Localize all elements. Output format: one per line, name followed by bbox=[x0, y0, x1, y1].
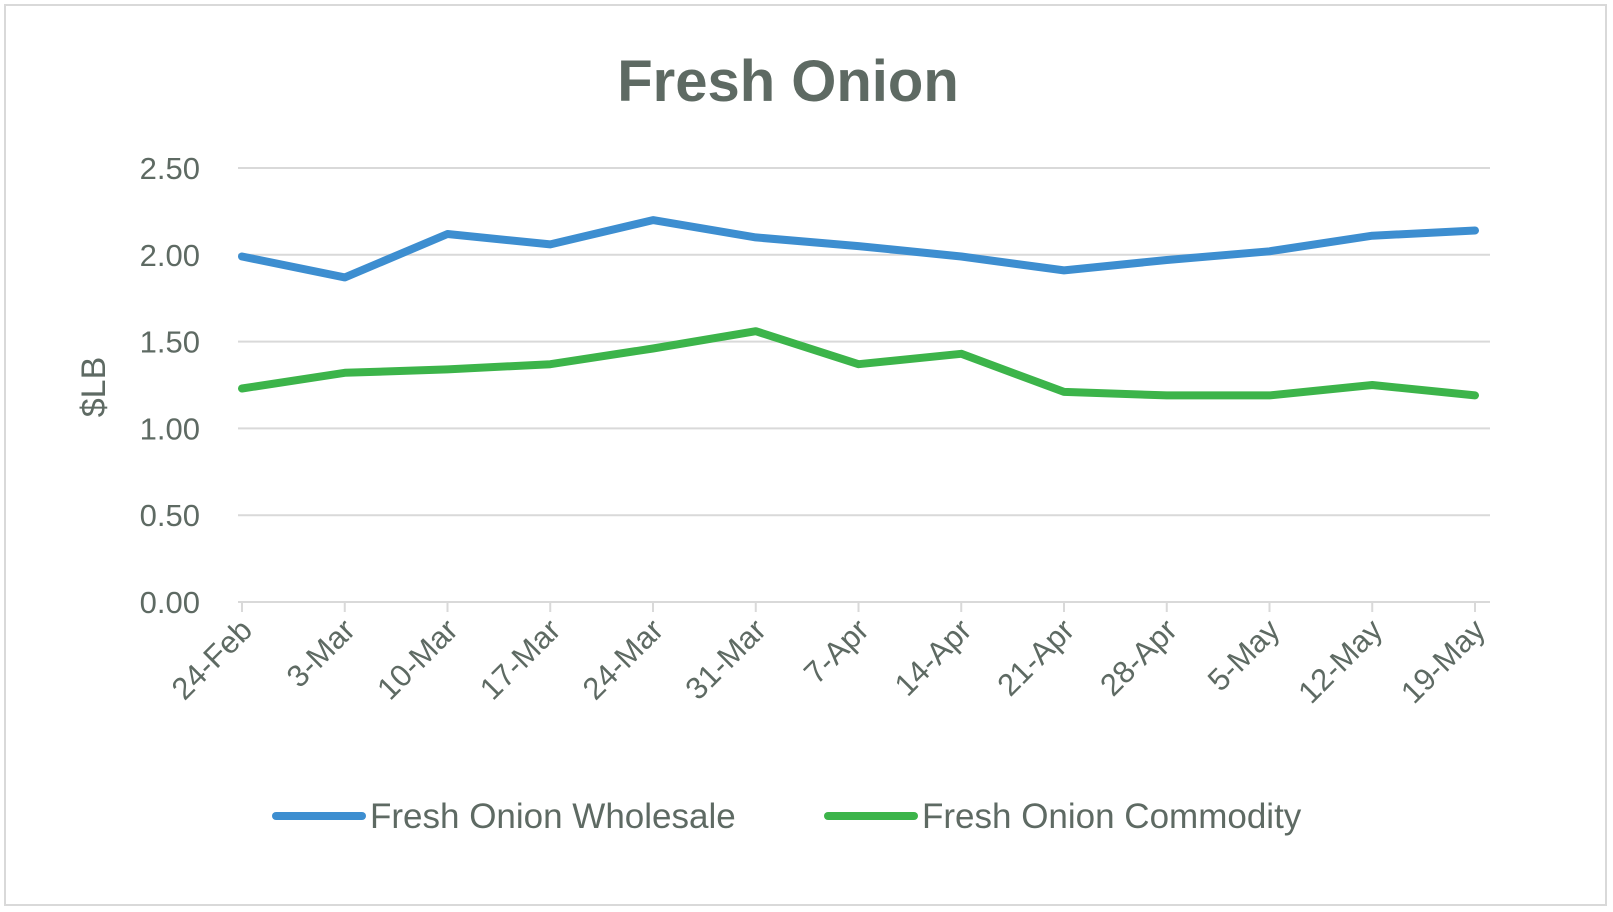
x-tick-label: 5-May bbox=[1201, 612, 1287, 698]
legend: Fresh Onion Wholesale Fresh Onion Commodi… bbox=[272, 797, 1302, 836]
series-line-wholesale bbox=[238, 216, 1479, 282]
x-axis: 24-Feb 3-Mar 10-Mar 17-Mar 24-Mar 31-Mar 7-Apr… bbox=[165, 601, 1492, 710]
x-tick-label: 19-May bbox=[1394, 612, 1492, 710]
y-tick-label: 1.00 bbox=[140, 411, 200, 446]
y-tick-label: 1.50 bbox=[140, 325, 200, 360]
legend-item-commodity: Fresh Onion Commodity bbox=[824, 797, 1302, 836]
x-tick-label: 12-May bbox=[1291, 612, 1389, 710]
series-lines bbox=[238, 216, 1479, 400]
x-tick-label: 7-Apr bbox=[797, 612, 875, 690]
chart-frame: Fresh Onion $LB 0.00 0.50 1.00 1.50 2.00 2.50… bbox=[4, 4, 1607, 906]
x-tick-label: 31-Mar bbox=[679, 612, 773, 706]
x-tick-label: 28-Apr bbox=[1093, 612, 1184, 703]
chart-title: Fresh Onion bbox=[617, 49, 959, 114]
y-tick-label: 2.00 bbox=[140, 238, 200, 273]
x-tick-label: 24-Feb bbox=[165, 612, 259, 706]
x-tick-label: 10-Mar bbox=[370, 612, 464, 706]
y-axis-label: $LB bbox=[75, 357, 113, 418]
line-chart: Fresh Onion $LB 0.00 0.50 1.00 1.50 2.00 2.50… bbox=[75, 49, 1492, 836]
y-tick-label: 0.00 bbox=[140, 585, 200, 620]
legend-item-wholesale: Fresh Onion Wholesale bbox=[272, 797, 736, 836]
x-tick-label: 14-Apr bbox=[888, 612, 979, 703]
x-tick-label: 21-Apr bbox=[990, 612, 1081, 703]
y-tick-label: 0.50 bbox=[140, 498, 200, 533]
legend-label: Fresh Onion Commodity bbox=[922, 797, 1302, 836]
legend-label: Fresh Onion Wholesale bbox=[370, 797, 736, 836]
y-tick-label: 2.50 bbox=[140, 151, 200, 186]
y-axis-ticks: 0.00 0.50 1.00 1.50 2.00 2.50 bbox=[140, 151, 200, 620]
x-tick-label: 17-Mar bbox=[473, 612, 567, 706]
x-tick-label: 3-Mar bbox=[280, 612, 362, 694]
grid-lines bbox=[238, 167, 1490, 517]
x-tick-label: 24-Mar bbox=[576, 612, 670, 706]
